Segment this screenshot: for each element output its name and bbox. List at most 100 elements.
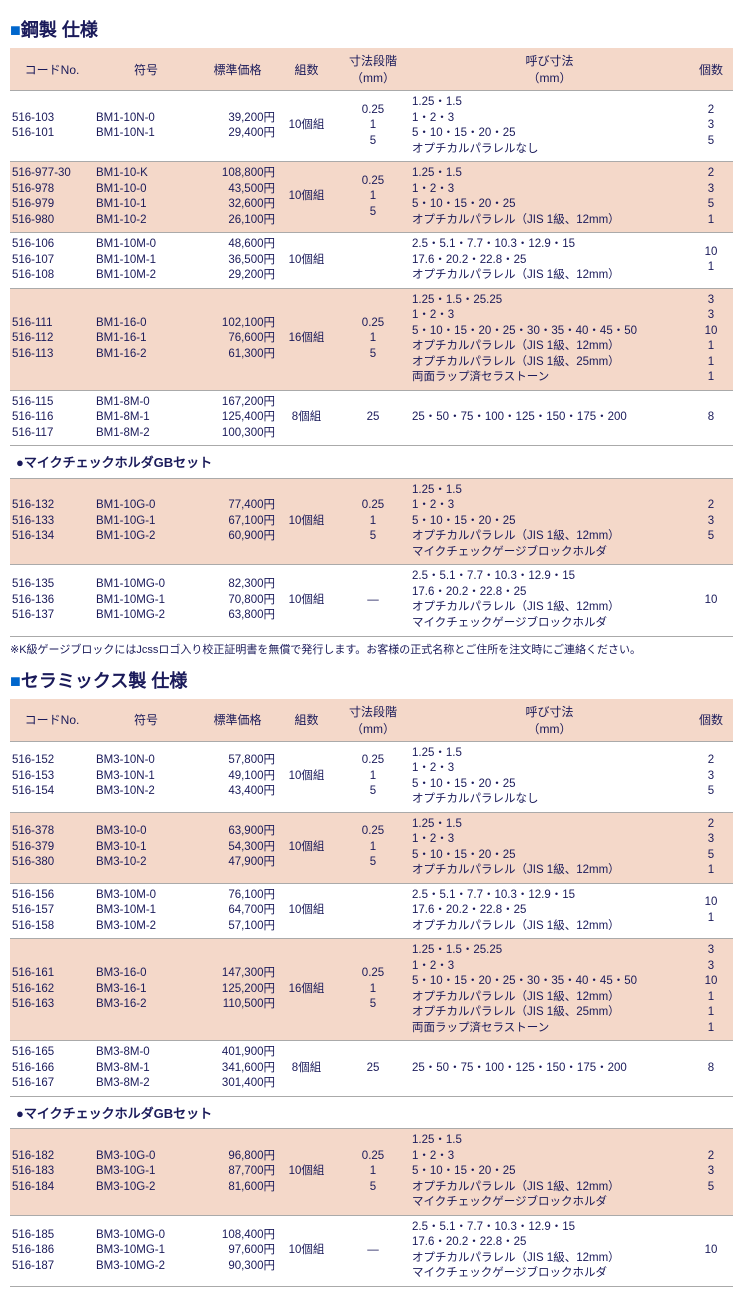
cell-line: オプチカルパラレル（JIS 1級、12mm） <box>412 919 687 935</box>
cell: 516-165516-166516-167 <box>10 1041 94 1097</box>
cell-line: 1・2・3 <box>412 182 687 198</box>
cell: 8 <box>689 1041 733 1097</box>
cell-line: 5 <box>338 205 408 221</box>
cell-line: オプチカルパラレル（JIS 1級、12mm） <box>412 213 687 229</box>
th-qty: 個数 <box>689 48 733 91</box>
cell-line: 2 <box>691 1149 731 1165</box>
cell-line: 29,400円 <box>200 126 275 142</box>
cell-line: 516-978 <box>12 182 92 198</box>
cell-line: オプチカルパラレル（JIS 1級、12mm） <box>412 600 687 616</box>
cell: 516-161516-162516-163 <box>10 939 94 1041</box>
cell-line: 0.25 <box>338 316 408 332</box>
cell-line: BM3-10-1 <box>96 840 196 856</box>
cell-line: 5・10・15・20・25 <box>412 777 687 793</box>
th-sign: 符号 <box>94 699 198 742</box>
cell-line: 82,300円 <box>200 577 275 593</box>
cell: 102,100円76,600円61,300円 <box>198 288 277 390</box>
cell: 39,200円29,400円 <box>198 91 277 162</box>
cell-line: 25・50・75・100・125・150・175・200 <box>412 410 687 426</box>
cell: 2.5・5.1・7.7・10.3・12.9・1517.6・20.2・22.8・2… <box>410 1215 689 1286</box>
cell: 82,300円70,800円63,800円 <box>198 565 277 636</box>
cell-line: マイクチェックゲージブロックホルダ <box>412 616 687 632</box>
cell-line: 110,500円 <box>200 997 275 1013</box>
cell-line: 54,300円 <box>200 840 275 856</box>
cell-line: 516-161 <box>12 966 92 982</box>
cell-line: 5・10・15・20・25 <box>412 848 687 864</box>
th-dim: 呼び寸法（mm） <box>410 48 689 91</box>
cell: 25・50・75・100・125・150・175・200 <box>410 1041 689 1097</box>
cell: 0.2515 <box>336 1129 410 1216</box>
cell-line: 1・2・3 <box>412 111 687 127</box>
cell-line: 17.6・20.2・22.8・25 <box>412 585 687 601</box>
cell-line: 87,700円 <box>200 1164 275 1180</box>
table-row: 516-161516-162516-163BM3-16-0BM3-16-1BM3… <box>10 939 733 1041</box>
subsection-title: ●マイクチェックホルダGBセット <box>10 1096 733 1129</box>
cell-line: 1 <box>338 1164 408 1180</box>
cell-line: 63,800円 <box>200 608 275 624</box>
section-title-text: セラミックス製 仕様 <box>21 671 187 691</box>
cell-line: BM1-10N-0 <box>96 111 196 127</box>
cell-line: 516-154 <box>12 784 92 800</box>
cell-line: 1.25・1.5・25.25 <box>412 943 687 959</box>
table-row: 516-378516-379516-380BM3-10-0BM3-10-1BM3… <box>10 812 733 883</box>
cell-line: 125,200円 <box>200 982 275 998</box>
cell-line: 516-117 <box>12 426 92 442</box>
cell-line: 10 <box>691 245 731 261</box>
cell-line: 5 <box>338 997 408 1013</box>
table-header: コードNo.符号標準価格組数寸法段階（mm）呼び寸法（mm）個数 <box>10 48 733 91</box>
cell-line: BM1-10M-2 <box>96 268 196 284</box>
cell: 0.2515 <box>336 162 410 233</box>
cell-line: BM1-8M-2 <box>96 426 196 442</box>
cell-line: 1 <box>338 514 408 530</box>
cell: BM3-8M-0BM3-8M-1BM3-8M-2 <box>94 1041 198 1097</box>
cell-line: 5 <box>338 784 408 800</box>
cell-line: 1・2・3 <box>412 308 687 324</box>
cell-line: 2 <box>691 103 731 119</box>
cell-line: 10 <box>691 974 731 990</box>
cell-line: BM1-10M-0 <box>96 237 196 253</box>
cell-line: 516-182 <box>12 1149 92 1165</box>
table-row: 516-106516-107516-108BM1-10M-0BM1-10M-1B… <box>10 233 733 289</box>
cell: 63,900円54,300円47,900円 <box>198 812 277 883</box>
cell-line: 49,100円 <box>200 769 275 785</box>
cell-line: オプチカルパラレル（JIS 1級、12mm） <box>412 863 687 879</box>
cell: 516-182516-183516-184 <box>10 1129 94 1216</box>
cell-line: 96,800円 <box>200 1149 275 1165</box>
cell-line: BM1-10G-0 <box>96 498 196 514</box>
th-price: 標準価格 <box>198 48 277 91</box>
cell: 76,100円64,700円57,100円 <box>198 883 277 939</box>
cell-line: 2.5・5.1・7.7・10.3・12.9・15 <box>412 1220 687 1236</box>
cell-line: 1 <box>338 189 408 205</box>
table-row: 516-103516-101BM1-10N-0BM1-10N-139,200円2… <box>10 91 733 162</box>
cell-line: 5 <box>691 784 731 800</box>
cell: 516-111516-112516-113 <box>10 288 94 390</box>
cell-line: BM1-10-K <box>96 166 196 182</box>
cell-line: 516-184 <box>12 1180 92 1196</box>
cell-line: 5 <box>691 848 731 864</box>
cell: 2351 <box>689 812 733 883</box>
spec-table: コードNo.符号標準価格組数寸法段階（mm）呼び寸法（mm）個数516-1035… <box>10 48 733 637</box>
cell-line: 516-134 <box>12 529 92 545</box>
cell-line: BM1-10MG-1 <box>96 593 196 609</box>
cell-line: BM1-10M-1 <box>96 253 196 269</box>
cell-line: 8 <box>691 410 731 426</box>
cell-line: 5・10・15・20・25 <box>412 126 687 142</box>
cell-line: マイクチェックゲージブロックホルダ <box>412 1266 687 1282</box>
cell-line: BM1-10MG-2 <box>96 608 196 624</box>
cell-line: 516-135 <box>12 577 92 593</box>
cell: 2.5・5.1・7.7・10.3・12.9・1517.6・20.2・22.8・2… <box>410 883 689 939</box>
cell-line: 1 <box>691 990 731 1006</box>
table-row: 516-182516-183516-184BM3-10G-0BM3-10G-1B… <box>10 1129 733 1216</box>
cell-line: 516-136 <box>12 593 92 609</box>
cell-set: 10個組 <box>277 478 336 565</box>
cell-line: — <box>338 1243 408 1259</box>
table-row: 516-156516-157516-158BM3-10M-0BM3-10M-1B… <box>10 883 733 939</box>
cell-set: 10個組 <box>277 565 336 636</box>
cell-line: 3 <box>691 1164 731 1180</box>
cell: BM3-10-0BM3-10-1BM3-10-2 <box>94 812 198 883</box>
cell-line: 1 <box>691 260 731 276</box>
cell-line: 5 <box>691 529 731 545</box>
th-sign: 符号 <box>94 48 198 91</box>
cell-line: 516-156 <box>12 888 92 904</box>
cell: 0.2515 <box>336 812 410 883</box>
